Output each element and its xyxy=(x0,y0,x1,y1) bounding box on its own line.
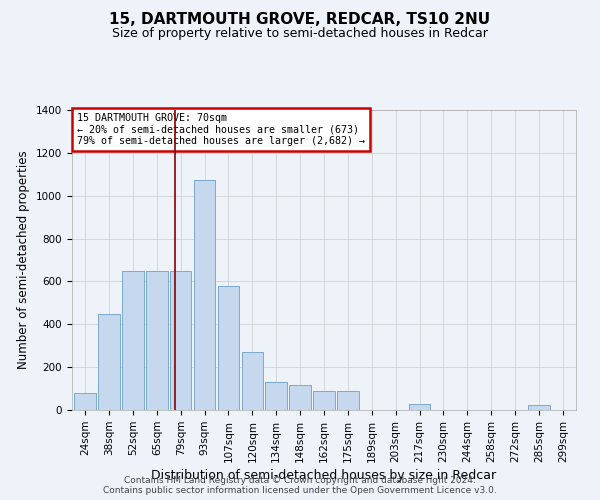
X-axis label: Distribution of semi-detached houses by size in Redcar: Distribution of semi-detached houses by … xyxy=(151,469,497,482)
Bar xyxy=(242,352,263,410)
Text: 15 DARTMOUTH GROVE: 70sqm
← 20% of semi-detached houses are smaller (673)
79% of: 15 DARTMOUTH GROVE: 70sqm ← 20% of semi-… xyxy=(77,113,365,146)
Bar xyxy=(218,286,239,410)
Bar xyxy=(194,180,215,410)
Text: 15, DARTMOUTH GROVE, REDCAR, TS10 2NU: 15, DARTMOUTH GROVE, REDCAR, TS10 2NU xyxy=(109,12,491,28)
Bar xyxy=(170,270,191,410)
Bar xyxy=(122,270,143,410)
Y-axis label: Number of semi-detached properties: Number of semi-detached properties xyxy=(17,150,31,370)
Text: Contains HM Land Registry data © Crown copyright and database right 2024.: Contains HM Land Registry data © Crown c… xyxy=(124,476,476,485)
Bar xyxy=(528,404,550,410)
Bar xyxy=(74,393,96,410)
Bar xyxy=(289,386,311,410)
Bar xyxy=(146,270,167,410)
Text: Size of property relative to semi-detached houses in Redcar: Size of property relative to semi-detach… xyxy=(112,28,488,40)
Bar xyxy=(313,390,335,410)
Bar xyxy=(409,404,430,410)
Bar xyxy=(337,390,359,410)
Text: Contains public sector information licensed under the Open Government Licence v3: Contains public sector information licen… xyxy=(103,486,497,495)
Bar xyxy=(265,382,287,410)
Bar xyxy=(98,314,120,410)
